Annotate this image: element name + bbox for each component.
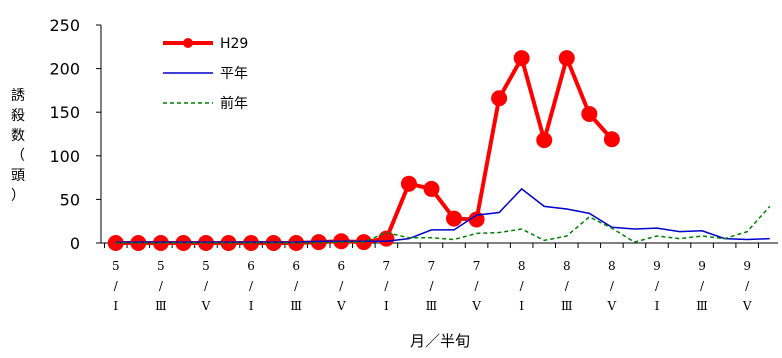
x-tick-label: 9/Ⅲ	[696, 259, 708, 313]
x-tick-label: 6/Ⅴ	[336, 259, 346, 313]
point	[423, 180, 440, 197]
y-tick-label: 150	[49, 103, 80, 122]
x-tick-label: 6/Ⅰ	[247, 259, 255, 313]
x-tick-label: 5/Ⅴ	[201, 259, 211, 313]
series-line	[115, 205, 771, 244]
legend-label: H29	[220, 36, 248, 52]
point	[558, 50, 575, 67]
point	[603, 131, 620, 148]
x-tick-label: 9/Ⅰ	[653, 259, 661, 313]
y-axis-label: 誘殺数（頭）	[11, 88, 25, 204]
x-tick-label: 8/Ⅴ	[607, 259, 617, 313]
point	[536, 132, 553, 149]
y-tick-label: 250	[49, 16, 80, 35]
x-tick-label: 7/Ⅴ	[471, 259, 481, 313]
y-tick-label: 0	[70, 234, 80, 253]
x-tick-label: 5/Ⅰ	[112, 259, 120, 313]
y-tick-label: 50	[60, 190, 80, 209]
legend-label: 前年	[220, 95, 248, 112]
series-line	[115, 187, 770, 243]
x-axis-label: 月／半旬	[410, 332, 470, 350]
point	[446, 210, 463, 227]
y-tick-label: 100	[49, 147, 80, 166]
series-line	[115, 51, 614, 245]
point	[468, 211, 485, 228]
point	[378, 230, 395, 247]
x-tick-label: 8/Ⅰ	[518, 259, 526, 313]
point	[288, 235, 305, 251]
point	[581, 105, 598, 122]
point	[175, 235, 192, 251]
legend-marker	[183, 38, 193, 48]
point	[400, 175, 417, 192]
point	[310, 234, 327, 251]
point	[491, 90, 508, 107]
x-tick-label: 9/Ⅴ	[742, 259, 752, 313]
x-tick-label: 6/Ⅲ	[290, 259, 302, 313]
x-tick-label: 8/Ⅲ	[561, 259, 573, 313]
legend-label: 平年	[220, 66, 248, 82]
y-tick-label: 200	[49, 60, 80, 79]
point	[197, 235, 214, 251]
x-tick-label: 7/Ⅰ	[383, 259, 391, 313]
x-tick-label: 7/Ⅲ	[426, 259, 438, 313]
point	[513, 50, 530, 67]
x-tick-label: 5/Ⅲ	[155, 259, 167, 313]
